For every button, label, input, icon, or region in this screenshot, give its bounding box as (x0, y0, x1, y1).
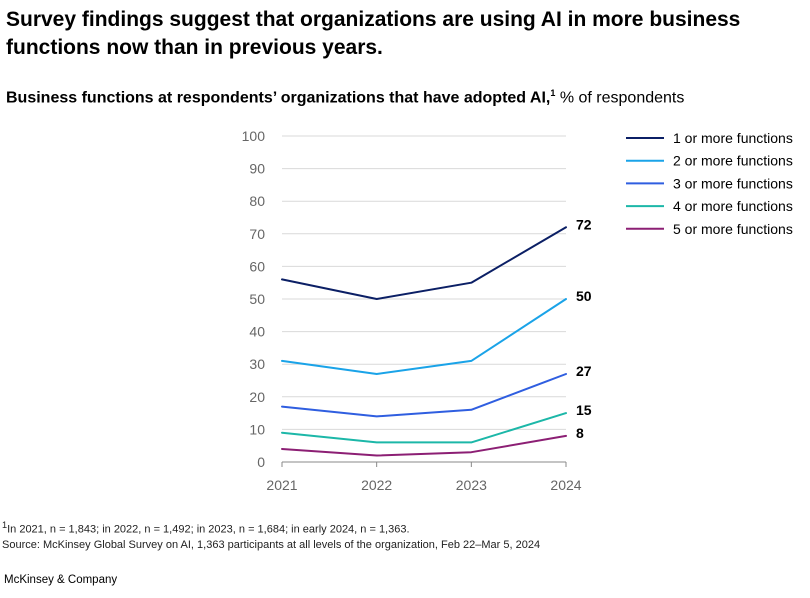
y-tick-label: 10 (249, 421, 265, 437)
series-lines (281, 226, 567, 457)
footnote-1-text: In 2021, n = 1,843; in 2022, n = 1,492; … (7, 523, 410, 536)
x-tick-label: 2024 (550, 477, 581, 493)
end-labels: 72 50 27 15 8 (576, 216, 592, 441)
x-tick-label: 2021 (266, 477, 297, 493)
x-tick-label: 2023 (456, 477, 487, 493)
subtitle-bold: Business functions at respondents’ organ… (6, 89, 551, 107)
y-tick-label: 20 (249, 389, 265, 405)
series-line-3 (281, 373, 567, 418)
y-tick-label: 100 (242, 128, 266, 144)
series-line-5 (281, 434, 567, 457)
footnote-1-mark: 1 (2, 520, 8, 530)
end-label-4: 15 (576, 402, 592, 418)
y-tick-label: 0 (257, 454, 265, 470)
x-tick-label: 2022 (361, 477, 392, 493)
legend-label-5: 5 or more functions (673, 221, 793, 237)
end-label-1: 72 (576, 216, 592, 232)
y-tick-label: 30 (249, 356, 265, 372)
x-axis: 2021 2022 2023 2024 (266, 462, 582, 493)
legend: 1 or more functions 2 or more functions 3 … (626, 130, 793, 237)
series-line-2 (281, 298, 567, 375)
subtitle-unit: % of respondents (555, 89, 685, 107)
legend-label-3: 3 or more functions (673, 175, 793, 191)
source-note: Source: McKinsey Global Survey on AI, 1,… (2, 538, 541, 551)
headline: Survey findings suggest that organizatio… (6, 8, 741, 59)
y-tick-label: 50 (249, 291, 265, 307)
footnotes: 1In 2021, n = 1,843; in 2022, n = 1,492;… (2, 518, 540, 553)
legend-label-1: 1 or more functions (673, 130, 793, 146)
end-label-5: 8 (576, 425, 584, 441)
y-tick-label: 60 (249, 258, 265, 274)
subtitle-footnote-mark: 1 (550, 88, 556, 98)
legend-label-4: 4 or more functions (673, 198, 793, 214)
y-tick-label: 80 (249, 193, 265, 209)
chart-subtitle: Business functions at respondents’ organ… (6, 88, 806, 107)
y-axis: 0 10 20 30 40 50 60 70 80 90 100 (242, 128, 266, 470)
y-tick-label: 90 (249, 161, 265, 177)
footnote-1: 1In 2021, n = 1,843; in 2022, n = 1,492;… (2, 518, 540, 538)
series-line-4 (281, 412, 567, 444)
series-line-1 (281, 226, 567, 300)
end-label-2: 50 (576, 288, 592, 304)
legend-label-2: 2 or more functions (673, 153, 793, 169)
end-label-3: 27 (576, 363, 592, 379)
y-tick-label: 70 (249, 226, 265, 242)
gridlines (282, 135, 566, 463)
y-tick-label: 40 (249, 324, 265, 340)
brand-logo: McKinsey & Company (4, 574, 118, 586)
